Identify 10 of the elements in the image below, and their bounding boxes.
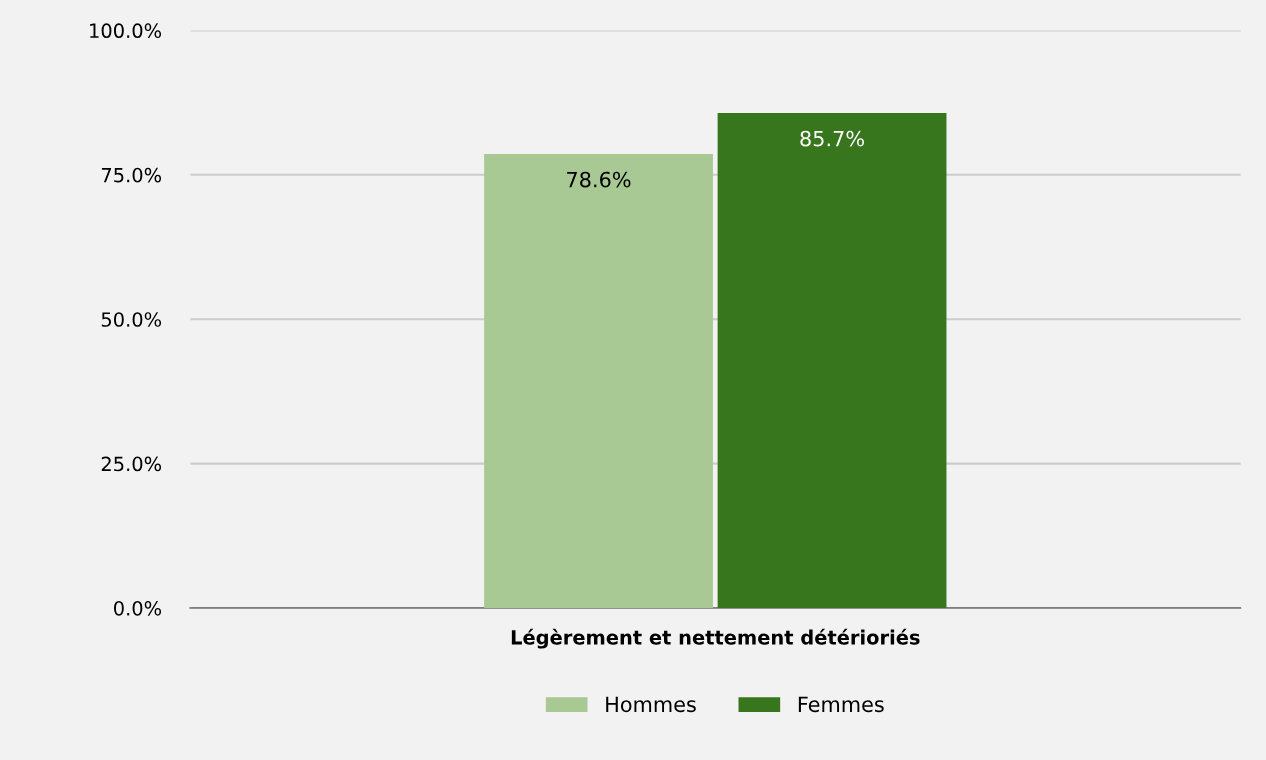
- y-tick-label: 0.0%: [114, 600, 162, 616]
- legend-label: Hommes: [606, 696, 696, 713]
- data-label: 78.6%: [567, 171, 631, 188]
- y-tick-label: 50.0%: [101, 312, 162, 327]
- y-tick-label: 100.0%: [90, 23, 162, 39]
- data-label: 85.7%: [800, 130, 864, 147]
- y-tick-label: 75.0%: [101, 167, 162, 183]
- x-tick-label: Légèrement et nettement détérioriés: [511, 628, 920, 649]
- legend-label: Femmes: [798, 696, 884, 713]
- y-tick-label: 25.0%: [101, 456, 162, 472]
